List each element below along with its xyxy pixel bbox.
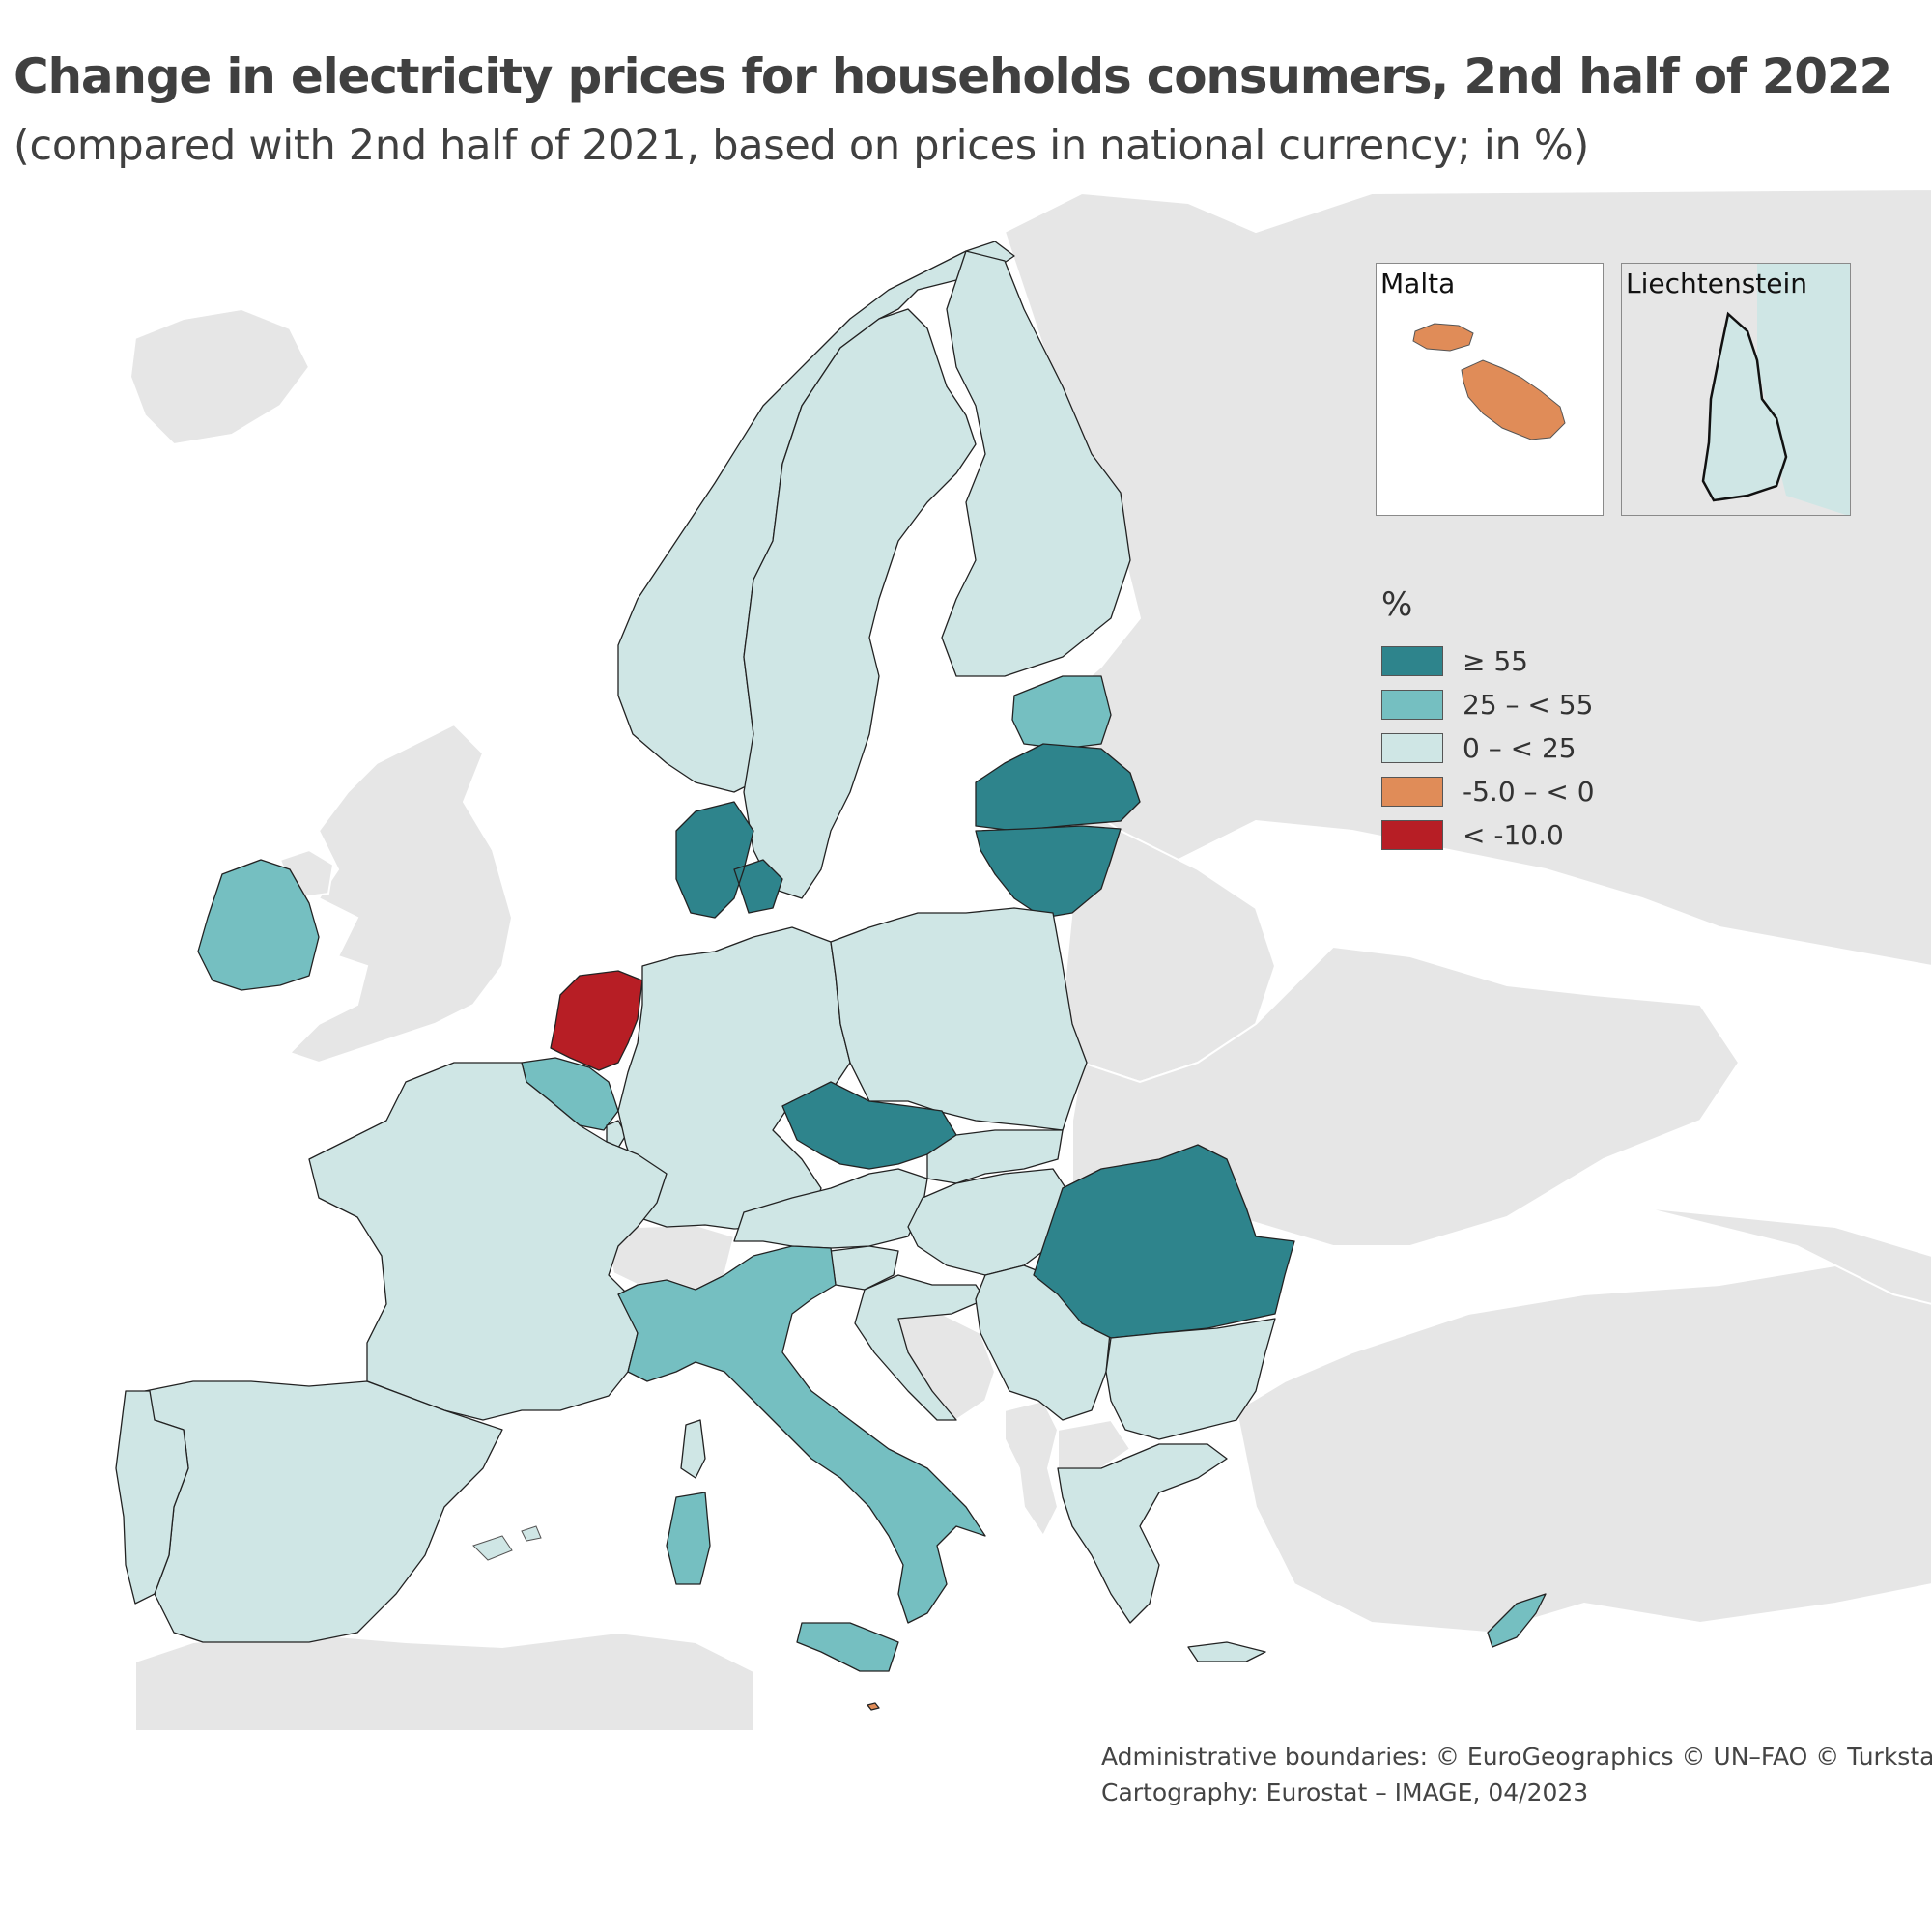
legend-label: -5.0 – < 0 [1463,776,1595,808]
legend-label: 25 – < 55 [1463,689,1594,721]
inset-malta-map [1412,323,1566,440]
land-iceland [128,307,311,446]
country-italy [617,1245,986,1672]
islands-balearic [472,1525,542,1561]
map-title: Change in electricity prices for househo… [14,48,1892,104]
legend-swatch [1381,733,1443,763]
country-netherlands [550,970,643,1071]
country-germany [617,926,851,1230]
legend: % ≥ 55 25 – < 55 0 – < 25 -5.0 – < 0 < -… [1381,585,1671,857]
credits-cartography: Cartography: Eurostat – IMAGE, 04/2023 [1101,1778,1589,1806]
country-romania [1033,1144,1295,1339]
land-turkey [1235,1254,1932,1634]
country-sweden [743,308,977,899]
credits: Administrative boundaries: © EuroGeograp… [1101,1739,1932,1810]
country-ireland [197,859,320,991]
map-canvas [0,189,1932,1731]
country-denmark [675,801,783,919]
inset-malta: Malta [1376,263,1604,516]
country-estonia [1011,675,1112,750]
inset-liechtenstein: Liechtenstein [1621,263,1851,516]
map-subtitle: (compared with 2nd half of 2021, based o… [14,122,1589,170]
country-portugal [115,1390,189,1605]
land-caucasus [1641,1207,1932,1306]
legend-swatch [1381,690,1443,720]
country-france [308,1062,668,1421]
legend-title: % [1381,585,1413,624]
country-poland [830,907,1088,1131]
country-france-corsica [680,1419,706,1479]
country-norway [617,241,1015,793]
inset-liechtenstein-label: Liechtenstein [1626,268,1808,299]
legend-item-0-25: 0 – < 25 [1381,726,1671,770]
inset-malta-island-gozo [1412,323,1474,352]
inset-malta-label: Malta [1380,268,1456,299]
legend-swatch [1381,646,1443,676]
legend-label: < -10.0 [1463,819,1564,851]
inset-liechtenstein-map [1622,264,1850,515]
country-greece [1057,1443,1266,1662]
country-slovakia [926,1129,1064,1184]
inset-malta-island-main [1461,359,1566,440]
inset-liechtenstein-country [1701,311,1788,502]
country-bulgaria [1105,1318,1276,1440]
legend-item-neg5-0: -5.0 – < 0 [1381,770,1671,813]
legend-label: 0 – < 25 [1463,732,1577,764]
country-cyprus [1487,1593,1547,1648]
country-luxembourg [606,1120,627,1149]
country-lithuania [975,825,1122,919]
legend-item-25-55: 25 – < 55 [1381,683,1671,726]
land-uk [288,723,514,1065]
credits-boundaries: Administrative boundaries: © EuroGeograp… [1101,1743,1932,1771]
europe-map [0,189,1932,1731]
legend-label: ≥ 55 [1463,645,1528,677]
country-finland [941,250,1131,677]
legend-item-lt-neg10: < -10.0 [1381,813,1671,857]
country-malta [867,1702,880,1711]
country-croatia [854,1274,986,1421]
legend-swatch [1381,820,1443,850]
legend-item-ge55: ≥ 55 [1381,639,1671,683]
legend-swatch [1381,777,1443,807]
land-north-africa [134,1631,754,1731]
